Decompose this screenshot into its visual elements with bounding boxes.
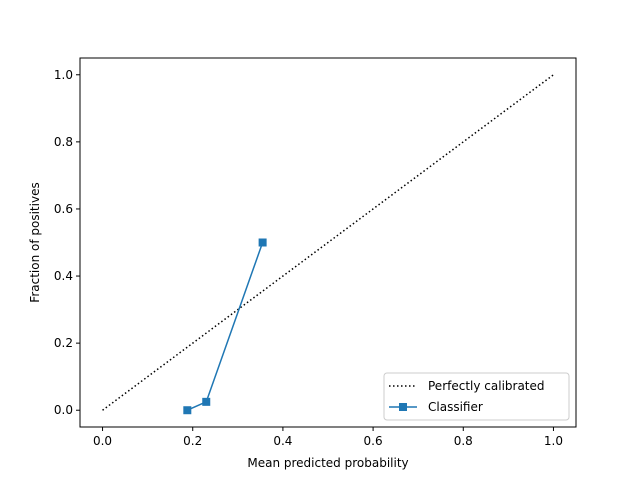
x-axis-ticks: 0.0 0.2 0.4 0.6 0.8 1.0 xyxy=(93,427,563,448)
data-point-classifier xyxy=(258,238,267,247)
legend-label-perfectly-calibrated: Perfectly calibrated xyxy=(428,379,545,393)
x-tick-label: 0.8 xyxy=(454,434,473,448)
x-tick-label: 0.0 xyxy=(93,434,112,448)
plot-frame xyxy=(79,57,577,428)
y-tick-label: 0.4 xyxy=(54,269,73,283)
legend-marker-classifier xyxy=(399,403,407,411)
series-line-perfectly-calibrated xyxy=(102,74,554,411)
legend-label-classifier: Classifier xyxy=(428,400,483,414)
y-axis-ticks: 0.0 0.2 0.4 0.6 0.8 1.0 xyxy=(54,68,80,417)
y-tick-label: 0.6 xyxy=(54,202,73,216)
y-axis-label: Fraction of positives xyxy=(28,182,42,302)
legend: Perfectly calibrated Classifier xyxy=(383,372,570,421)
y-tick-label: 0.2 xyxy=(54,336,73,350)
data-point-classifier xyxy=(202,397,211,406)
y-tick-label: 1.0 xyxy=(54,68,73,82)
x-tick-label: 0.4 xyxy=(273,434,292,448)
legend-box xyxy=(383,372,570,421)
x-axis-label: Mean predicted probability xyxy=(247,456,408,470)
y-tick-label: 0.0 xyxy=(54,403,73,417)
x-tick-label: 1.0 xyxy=(544,434,563,448)
x-tick-label: 0.6 xyxy=(364,434,383,448)
data-point-classifier xyxy=(183,406,192,415)
x-tick-label: 0.2 xyxy=(183,434,202,448)
series-layer xyxy=(102,74,554,415)
y-tick-label: 0.8 xyxy=(54,135,73,149)
